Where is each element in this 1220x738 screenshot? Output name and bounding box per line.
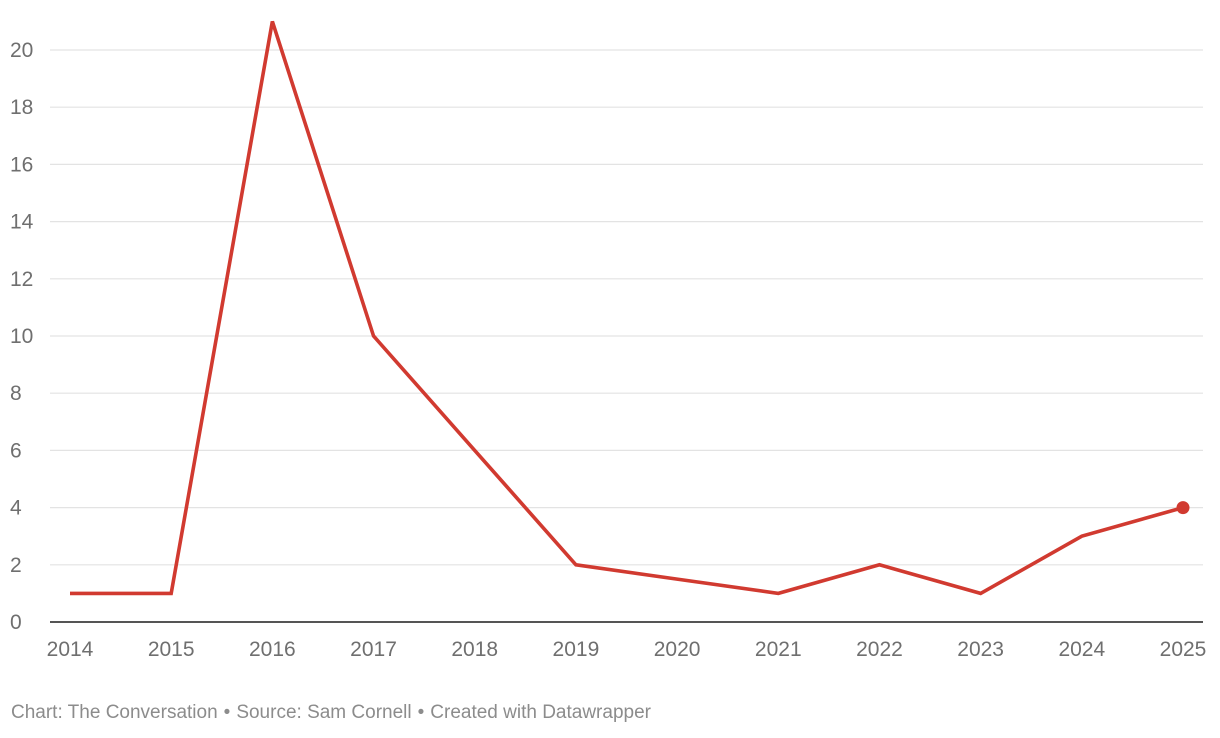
x-tick-label: 2015 bbox=[148, 638, 195, 661]
footer-separator: • bbox=[223, 702, 231, 723]
x-tick-label: 2024 bbox=[1058, 638, 1105, 661]
y-tick-label: 0 bbox=[10, 611, 22, 634]
x-tick-label: 2025 bbox=[1160, 638, 1207, 661]
y-tick-label: 12 bbox=[10, 268, 33, 291]
y-tick-label: 16 bbox=[10, 153, 33, 176]
y-tick-label: 20 bbox=[10, 39, 33, 62]
x-tick-label: 2020 bbox=[654, 638, 701, 661]
y-tick-label: 14 bbox=[10, 211, 34, 234]
series-line bbox=[70, 20, 1184, 596]
x-axis-tick-labels: 2014 2015 2016 2017 2018 2019 2020 2021 2022 2023… bbox=[47, 638, 1207, 661]
y-tick-label: 2 bbox=[10, 554, 22, 577]
x-tick-label: 2018 bbox=[451, 638, 498, 661]
series-layer bbox=[70, 20, 1190, 596]
x-tick-label: 2016 bbox=[249, 638, 296, 661]
x-tick-label: 2022 bbox=[856, 638, 903, 661]
x-tick-label: 2023 bbox=[957, 638, 1004, 661]
gridlines bbox=[50, 49, 1203, 566]
x-tick-label: 2017 bbox=[350, 638, 397, 661]
y-tick-label: 8 bbox=[10, 382, 22, 405]
footer-separator: • bbox=[417, 702, 425, 723]
x-tick-label: 2014 bbox=[47, 638, 94, 661]
footer-created-with: Created with Datawrapper bbox=[430, 702, 651, 723]
y-tick-label: 4 bbox=[10, 497, 22, 520]
y-tick-label: 18 bbox=[10, 96, 33, 119]
y-tick-label: 6 bbox=[10, 439, 22, 462]
x-tick-label: 2021 bbox=[755, 638, 802, 661]
y-axis-tick-labels: 0 2 4 6 8 10 12 14 16 18 20 bbox=[10, 39, 34, 634]
chart-footer: Chart: The Conversation • Source: Sam Corn… bbox=[11, 702, 651, 724]
footer-chart-credit: Chart: The Conversation bbox=[11, 702, 218, 723]
footer-source: Source: Sam Cornell bbox=[236, 702, 412, 723]
x-tick-label: 2019 bbox=[553, 638, 600, 661]
y-tick-label: 10 bbox=[10, 325, 33, 348]
series-end-point bbox=[1176, 501, 1190, 515]
